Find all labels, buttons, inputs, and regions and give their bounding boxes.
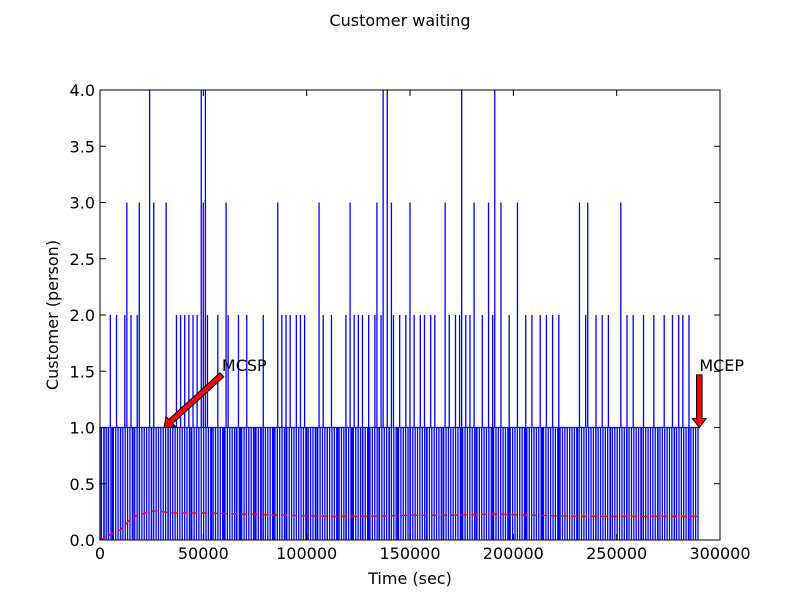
y-tick-label: 2.0	[70, 306, 95, 325]
y-tick-label: 0.5	[70, 475, 95, 494]
y-axis-label: Customer (person)	[43, 240, 62, 390]
x-axis-label: Time (sec)	[367, 569, 452, 588]
y-tick-label: 3.0	[70, 194, 95, 213]
x-tick-label: 0	[95, 544, 105, 563]
x-tick-label: 200000	[483, 544, 544, 563]
chart-title: Customer waiting	[329, 11, 470, 30]
y-tick-label: 3.5	[70, 137, 95, 156]
annotation-arrow	[163, 372, 225, 429]
annotation-arrow	[691, 374, 708, 429]
x-tick-label: 100000	[276, 544, 337, 563]
series-line-average	[99, 510, 700, 541]
annotation-label: MCSP	[222, 356, 267, 375]
y-tick-label: 2.5	[70, 250, 95, 269]
y-tick-label: 1.5	[70, 362, 95, 381]
y-tick-label: 4.0	[70, 81, 95, 100]
y-tick-label: 1.0	[70, 419, 95, 438]
x-tick-label: 150000	[379, 544, 440, 563]
x-tick-label: 250000	[586, 544, 647, 563]
series-line-customer-count	[99, 90, 700, 540]
x-axis: 0 50000 100000 150000 200000 250000 300000	[95, 90, 751, 563]
annotations: MCSP MCEP	[163, 356, 744, 429]
x-tick-label: 300000	[689, 544, 750, 563]
plot-area	[99, 90, 700, 541]
y-tick-label: 0.0	[70, 531, 95, 550]
annotation-label: MCEP	[699, 356, 744, 375]
x-tick-label: 50000	[178, 544, 229, 563]
y-axis: 0.0 0.5 1.0 1.5 2.0 2.5 3.0 3.5 4.0	[70, 81, 720, 550]
